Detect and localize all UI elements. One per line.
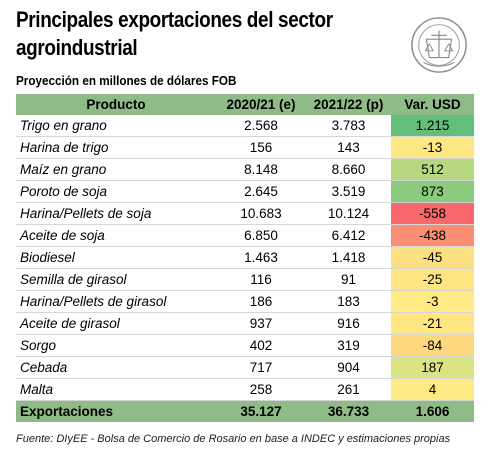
col-header-2020-21: 2020/21 (e): [226, 97, 296, 112]
cell-producto: Cebada: [20, 360, 68, 375]
cell-producto: Harina/Pellets de soja: [20, 206, 152, 221]
table-row: Cebada 717 904 187: [16, 356, 474, 379]
cell-producto: Sorgo: [20, 338, 57, 353]
cell-2020-21: 1.463: [244, 250, 278, 265]
col-header-2021-22: 2021/22 (p): [313, 97, 384, 112]
bcr-seal-logo: [411, 17, 467, 73]
cell-producto: Trigo en grano: [20, 118, 107, 133]
cell-2021-22: 8.660: [331, 162, 366, 177]
title-line-2: agroindustrial: [16, 35, 138, 60]
cell-var-usd: 512: [391, 158, 474, 181]
cell-producto: Aceite de soja: [20, 228, 105, 243]
table-row: Harina/Pellets de soja 10.683 10.124 -558: [16, 202, 474, 225]
cell-2021-22: 319: [337, 338, 360, 353]
table-row: Trigo en grano 2.568 3.783 1.215: [16, 115, 474, 137]
cell-producto: Poroto de soja: [20, 184, 108, 199]
page-title: Principales exportaciones del sector agr…: [16, 6, 333, 62]
cell-2021-22: 10.124: [327, 206, 370, 221]
cell-var-usd: -558: [391, 202, 474, 225]
table-row: Aceite de soja 6.850 6.412 -438: [16, 224, 474, 247]
cell-2021-22: 3.519: [331, 184, 366, 199]
cell-2021-22: 183: [337, 294, 360, 309]
cell-var-usd: 4: [391, 378, 474, 401]
title-line-1: Principales exportaciones del sector: [16, 7, 333, 32]
table-header-row: Producto 2020/21 (e) 2021/22 (p) Var. US…: [16, 94, 474, 115]
cell-2020-21: 10.683: [240, 206, 282, 221]
cell-2021-22: 261: [337, 382, 360, 397]
exports-table: Producto 2020/21 (e) 2021/22 (p) Var. US…: [16, 94, 474, 422]
table-row: Poroto de soja 2.645 3.519 873: [16, 180, 474, 203]
cell-2021-22: 3.783: [331, 118, 366, 133]
table-row: Malta 258 261 4: [16, 378, 474, 401]
table-total-row: Exportaciones 35.127 36.733 1.606: [16, 400, 474, 422]
table-body: Trigo en grano 2.568 3.783 1.215 Harina de t…: [16, 115, 474, 401]
cell-2020-21: 717: [249, 360, 273, 375]
cell-2020-21: 156: [249, 140, 273, 155]
cell-2020-21: 186: [249, 294, 273, 309]
total-label: Exportaciones: [20, 404, 114, 419]
cell-2021-22: 143: [337, 140, 360, 155]
subtitle: Proyección en millones de dólares FOB: [16, 73, 237, 88]
cell-2021-22: 1.418: [331, 250, 366, 265]
cell-producto: Aceite de girasol: [20, 316, 120, 331]
col-header-var-usd: Var. USD: [404, 97, 461, 112]
table-row: Sorgo 402 319 -84: [16, 334, 474, 357]
table-row: Maíz en grano 8.148 8.660 512: [16, 158, 474, 181]
cell-2021-22: 916: [337, 316, 360, 331]
cell-2020-21: 258: [249, 382, 273, 397]
cell-2020-21: 402: [249, 338, 273, 353]
cell-var-usd: -13: [391, 136, 474, 159]
cell-2020-21: 8.148: [244, 162, 278, 177]
table-row: Aceite de girasol 937 916 -21: [16, 312, 474, 335]
cell-var-usd: -25: [391, 268, 474, 291]
cell-2020-21: 2.645: [244, 184, 278, 199]
col-header-producto: Producto: [86, 97, 146, 112]
cell-producto: Biodiesel: [20, 250, 75, 265]
cell-var-usd: -3: [391, 290, 474, 313]
cell-2021-22: 91: [340, 272, 357, 287]
cell-var-usd: -438: [391, 224, 474, 247]
cell-var-usd: -45: [391, 246, 474, 269]
table-row: Biodiesel 1.463 1.418 -45: [16, 246, 474, 269]
cell-var-usd: 187: [391, 356, 474, 379]
cell-2021-22: 6.412: [331, 228, 366, 243]
table-row: Harina de trigo 156 143 -13: [16, 136, 474, 159]
cell-producto: Malta: [20, 382, 54, 397]
cell-2020-21: 6.850: [244, 228, 278, 243]
total-2020-21: 35.127: [240, 404, 282, 419]
cell-2020-21: 2.568: [244, 118, 278, 133]
table-row: Harina/Pellets de girasol 186 183 -3: [16, 290, 474, 313]
cell-var-usd: -84: [391, 334, 474, 357]
cell-2020-21: 937: [249, 316, 273, 331]
total-var-usd: 1.606: [415, 404, 450, 419]
cell-producto: Harina de trigo: [20, 140, 109, 155]
cell-producto: Semilla de girasol: [20, 272, 127, 287]
cell-2021-22: 904: [337, 360, 360, 375]
cell-var-usd: -21: [391, 312, 474, 335]
cell-producto: Maíz en grano: [20, 162, 107, 177]
cell-var-usd: 873: [391, 180, 474, 203]
cell-var-usd: 1.215: [391, 115, 474, 137]
source-note: Fuente: DIyEE - Bolsa de Comercio de Ros…: [16, 433, 451, 445]
cell-producto: Harina/Pellets de girasol: [20, 294, 167, 309]
table-row: Semilla de girasol 116 91 -25: [16, 268, 474, 291]
total-2021-22: 36.733: [327, 404, 370, 419]
cell-2020-21: 116: [250, 272, 272, 287]
